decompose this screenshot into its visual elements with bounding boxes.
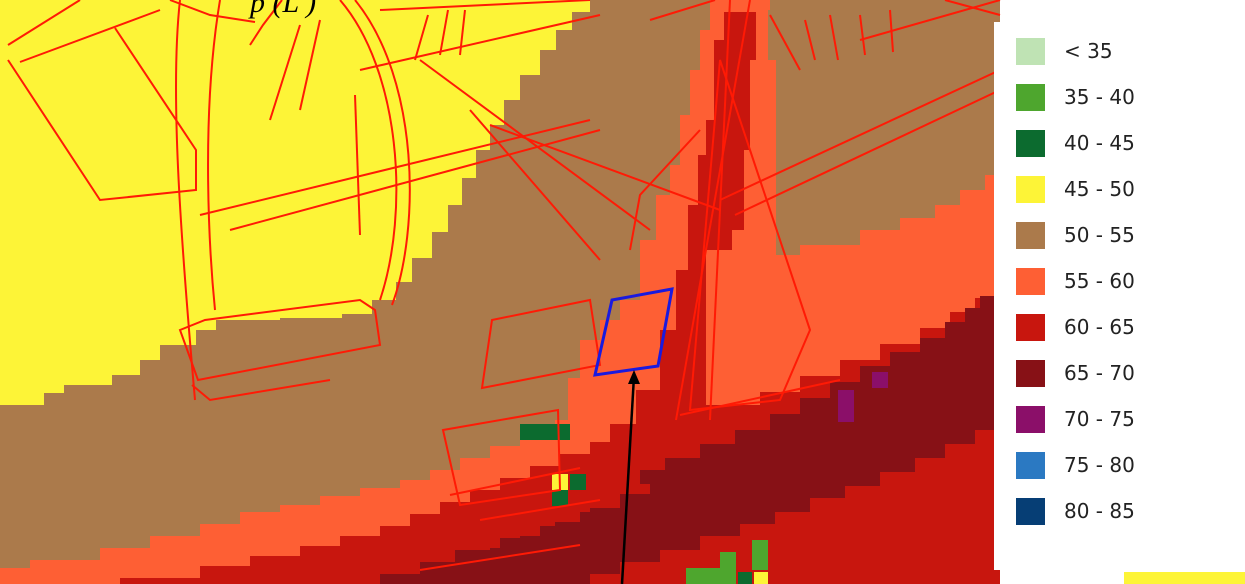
parcel-line	[804, 19, 816, 61]
legend-label: 70 - 75	[1064, 407, 1135, 431]
parcel-line	[649, 0, 716, 21]
legend-swatch	[1016, 130, 1045, 157]
legend-item: 75 - 80	[1016, 450, 1216, 480]
legend-item: 65 - 70	[1016, 358, 1216, 388]
legend-label: 60 - 65	[1064, 315, 1135, 339]
project-site-outline	[593, 287, 674, 377]
parcel-line	[829, 14, 839, 61]
parcel-line	[489, 124, 721, 211]
legend-item: 50 - 55	[1016, 220, 1216, 250]
map-zone-40-45	[552, 490, 568, 506]
parcel-line	[439, 9, 449, 56]
parcel-line	[174, 0, 196, 401]
parcel-line	[419, 544, 581, 571]
legend-label: < 35	[1064, 39, 1113, 63]
noise-level-legend: < 35 35 - 40 40 - 45 45 - 50 50 - 55 55 …	[994, 22, 1245, 570]
parcel-line	[679, 379, 841, 416]
parcel-line	[7, 27, 197, 202]
legend-swatch	[1016, 176, 1045, 203]
legend-label: 40 - 45	[1064, 131, 1135, 155]
legend-label: 80 - 85	[1064, 499, 1135, 523]
parcel-line	[199, 119, 591, 216]
map-zone-45-50	[754, 572, 768, 584]
legend-item: 60 - 65	[1016, 312, 1216, 342]
parcel-line	[479, 499, 601, 521]
parcel-line	[419, 59, 651, 231]
parcel-line	[719, 69, 1001, 201]
parcel-boundaries	[7, 0, 1001, 571]
parcel-line	[709, 0, 731, 421]
parcel-line	[379, 0, 591, 11]
legend-item: 35 - 40	[1016, 82, 1216, 112]
parcel-line	[688, 59, 812, 412]
legend-swatch	[1016, 84, 1045, 111]
parcel-line	[675, 0, 751, 421]
map-zone-35-40	[686, 568, 736, 584]
parcel-line	[354, 0, 411, 306]
parcel-line	[734, 89, 1001, 216]
map-zone-40-45	[520, 424, 570, 440]
legend-swatch	[1016, 268, 1045, 295]
parcel-line	[629, 129, 701, 251]
map-zone-45-50	[1124, 572, 1245, 584]
legend-label: 75 - 80	[1064, 453, 1135, 477]
legend-swatch	[1016, 222, 1045, 249]
parcel-line	[299, 19, 321, 111]
parcel-line	[269, 24, 301, 121]
legend-swatch	[1016, 314, 1045, 341]
parcel-line	[178, 298, 382, 382]
parcel-line	[480, 298, 602, 390]
legend-item: 40 - 45	[1016, 128, 1216, 158]
legend-label: 45 - 50	[1064, 177, 1135, 201]
legend-label: 55 - 60	[1064, 269, 1135, 293]
map-zone-70-75	[872, 372, 888, 388]
parcel-line	[19, 9, 161, 63]
legend-label: 35 - 40	[1064, 85, 1135, 109]
map-zone-45-50	[0, 0, 590, 405]
parcel-line	[469, 109, 601, 261]
map-zone-40-45	[570, 474, 586, 490]
legend-swatch	[1016, 452, 1045, 479]
legend-item: 55 - 60	[1016, 266, 1216, 296]
parcel-line	[169, 0, 256, 23]
parcel-line	[339, 0, 398, 301]
parcel-line	[191, 379, 331, 402]
parcel-line	[859, 14, 866, 56]
legend-swatch	[1016, 38, 1045, 65]
parcel-line	[207, 0, 221, 311]
parcel-line	[859, 0, 1001, 41]
pointer-arrow	[620, 375, 636, 584]
legend-item: 45 - 50	[1016, 174, 1216, 204]
parcel-line	[354, 94, 361, 236]
parcel-line	[944, 0, 1001, 16]
map-zone-55-60-upper	[710, 0, 770, 10]
parcel-line	[449, 467, 581, 496]
parcel-line	[7, 0, 81, 46]
map-caption: p (L )	[250, 0, 317, 19]
parcel-line	[359, 14, 601, 71]
legend-item: 80 - 85	[1016, 496, 1216, 526]
parcel-line	[249, 0, 283, 46]
map-zone-70-75	[838, 390, 854, 422]
legend-item: 70 - 75	[1016, 404, 1216, 434]
legend-swatch	[1016, 360, 1045, 387]
legend-label: 50 - 55	[1064, 223, 1135, 247]
parcel-line	[769, 14, 801, 71]
map-zone-60-65-core	[460, 484, 650, 548]
map-zone-65-70	[380, 296, 1000, 584]
pointer-arrowhead	[628, 370, 640, 384]
map-zone-40-45	[738, 572, 752, 584]
map-zone-35-40	[752, 540, 768, 570]
parcel-line	[414, 14, 429, 61]
legend-swatch	[1016, 406, 1045, 433]
map-zone-35-40	[720, 552, 736, 568]
legend-item: < 35	[1016, 36, 1216, 66]
legend-swatch	[1016, 498, 1045, 525]
legend-label: 65 - 70	[1064, 361, 1135, 385]
parcel-line	[441, 408, 562, 507]
